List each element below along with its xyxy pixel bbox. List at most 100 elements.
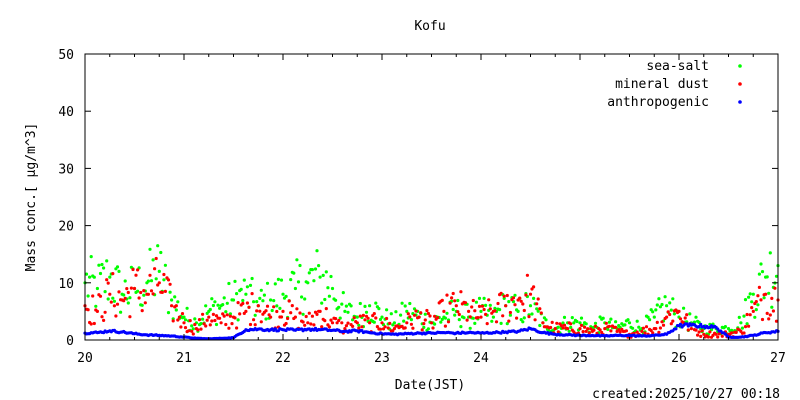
data-point-scatter — [488, 303, 492, 307]
data-point-scatter — [745, 312, 749, 317]
data-point-scatter — [527, 315, 531, 319]
data-point-scatter — [262, 293, 266, 297]
data-point — [516, 309, 520, 313]
data-point-scatter — [626, 318, 630, 322]
data-point-scatter — [103, 310, 107, 314]
data-point-scatter — [457, 312, 461, 317]
data-point-scatter — [327, 325, 331, 329]
data-point-scatter — [273, 282, 277, 286]
data-point-scatter — [341, 291, 345, 295]
data-point-scatter — [511, 296, 516, 300]
data-point — [528, 304, 533, 308]
data-point-scatter — [649, 328, 653, 333]
data-point-scatter — [272, 299, 276, 303]
data-point — [665, 304, 669, 308]
data-point-scatter — [606, 327, 610, 331]
data-point-scatter — [125, 287, 129, 291]
data-point-scatter — [451, 307, 455, 312]
data-point-scatter — [98, 294, 103, 298]
data-point-scatter — [236, 318, 240, 322]
data-point-scatter — [484, 312, 488, 316]
data-point-scatter — [743, 298, 748, 302]
data-point-scatter — [694, 328, 698, 332]
y-tick-label: 50 — [58, 48, 74, 63]
data-point-scatter — [740, 326, 745, 330]
data-point-scatter — [754, 308, 758, 312]
data-point-scatter — [459, 290, 463, 294]
data-point-scatter — [91, 294, 95, 298]
data-point-scatter — [431, 326, 435, 330]
data-point-scatter — [352, 316, 356, 320]
data-point — [392, 327, 396, 331]
data-point-scatter — [363, 318, 367, 322]
data-point-scatter — [654, 327, 658, 331]
data-point-scatter — [123, 279, 127, 283]
data-point-scatter — [402, 319, 406, 323]
data-point-scatter — [89, 322, 93, 326]
data-point-scatter — [317, 264, 321, 268]
data-point-scatter — [180, 312, 185, 316]
data-point-scatter — [210, 319, 214, 323]
data-point — [764, 292, 768, 296]
data-point-scatter — [683, 316, 687, 320]
data-point — [739, 321, 743, 325]
data-point-scatter — [581, 330, 585, 334]
data-point-scatter — [321, 273, 325, 277]
data-point-scatter — [484, 303, 488, 307]
data-point — [318, 275, 322, 279]
data-point-scatter — [86, 308, 90, 312]
data-point-scatter — [737, 315, 741, 319]
data-point-scatter — [592, 328, 596, 332]
data-point-scatter — [496, 301, 500, 306]
data-point-scatter — [89, 255, 93, 259]
data-point-scatter — [126, 301, 130, 305]
data-point-scatter — [250, 276, 254, 281]
data-point-scatter — [149, 289, 154, 293]
data-point-scatter — [657, 297, 661, 301]
data-point-scatter — [494, 320, 499, 324]
data-point-scatter — [555, 321, 559, 325]
data-point-scatter — [658, 326, 663, 330]
data-point-scatter — [259, 320, 263, 324]
data-point — [330, 286, 335, 291]
data-point — [677, 309, 681, 313]
data-point-scatter — [163, 263, 167, 267]
data-point-scatter — [252, 318, 256, 322]
data-point — [318, 309, 322, 313]
data-point — [479, 309, 483, 313]
data-point-scatter — [697, 330, 701, 334]
data-point-scatter — [655, 303, 659, 307]
data-point-scatter — [742, 314, 746, 318]
data-point-scatter — [686, 324, 690, 328]
data-point-scatter — [723, 325, 728, 329]
x-tick-label: 22 — [275, 351, 291, 366]
data-point-scatter — [770, 296, 774, 300]
data-point-scatter — [760, 270, 765, 274]
data-point-scatter — [335, 321, 339, 325]
data-point-scatter — [140, 303, 144, 307]
data-point-scatter — [340, 321, 344, 325]
data-point-scatter — [292, 271, 296, 275]
data-point-scatter — [768, 251, 772, 255]
data-point-scatter — [176, 300, 180, 304]
data-point-scatter — [156, 283, 160, 287]
data-point-scatter — [530, 312, 534, 316]
data-point-scatter — [643, 331, 647, 335]
data-point-scatter — [151, 292, 155, 296]
data-point-scatter — [678, 317, 683, 321]
data-point-scatter — [518, 296, 522, 300]
data-point-scatter — [210, 297, 214, 301]
data-point-scatter — [94, 304, 98, 308]
data-point-scatter — [468, 326, 472, 330]
data-point-scatter — [105, 278, 109, 282]
data-point-scatter — [635, 319, 639, 323]
data-point-scatter — [648, 318, 652, 322]
data-point-scatter — [477, 304, 482, 308]
series-anthropogenic — [83, 322, 780, 341]
legend-marker — [738, 82, 742, 86]
data-point-scatter — [539, 311, 543, 315]
data-point-scatter — [190, 329, 194, 333]
data-point-scatter — [162, 278, 166, 282]
data-point-scatter — [307, 271, 311, 275]
data-point-scatter — [767, 291, 771, 295]
